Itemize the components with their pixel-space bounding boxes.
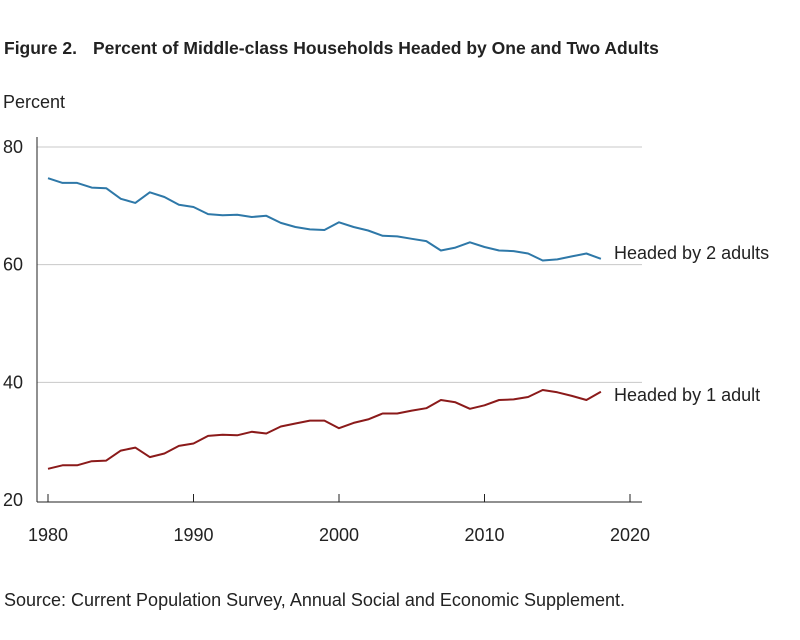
grid-lines <box>36 137 642 502</box>
y-tick-label-20: 20 <box>3 490 23 510</box>
series-labels: Headed by 2 adults Headed by 1 adult <box>614 243 769 405</box>
x-axis: 1980 1990 2000 2010 2020 <box>28 494 650 545</box>
series-line-headed-by-2-adults <box>47 177 602 262</box>
y-axis-label: Percent <box>3 92 65 112</box>
y-tick-labels: 20 40 60 80 <box>3 137 23 510</box>
series-line-headed-by-1-adult <box>47 389 602 470</box>
y-tick-label-40: 40 <box>3 372 23 392</box>
x-tick-label-2000: 2000 <box>319 525 359 545</box>
series-group <box>47 177 602 470</box>
source-note: Source: Current Population Survey, Annua… <box>4 590 626 610</box>
figure-number: Figure 2. <box>4 38 77 58</box>
y-tick-label-80: 80 <box>3 137 23 157</box>
series-label-headed-by-1-adult: Headed by 1 adult <box>614 385 760 405</box>
x-tick-label-1990: 1990 <box>173 525 213 545</box>
figure-title-text: Percent of Middle-class Households Heade… <box>92 38 659 58</box>
x-tick-label-2020: 2020 <box>610 525 650 545</box>
series-label-headed-by-2-adults: Headed by 2 adults <box>614 243 769 263</box>
y-tick-label-60: 60 <box>3 255 23 275</box>
figure-title: Figure 2. Percent of Middle-class Househo… <box>4 38 659 59</box>
x-tick-label-1980: 1980 <box>28 525 68 545</box>
x-tick-label-2010: 2010 <box>464 525 504 545</box>
